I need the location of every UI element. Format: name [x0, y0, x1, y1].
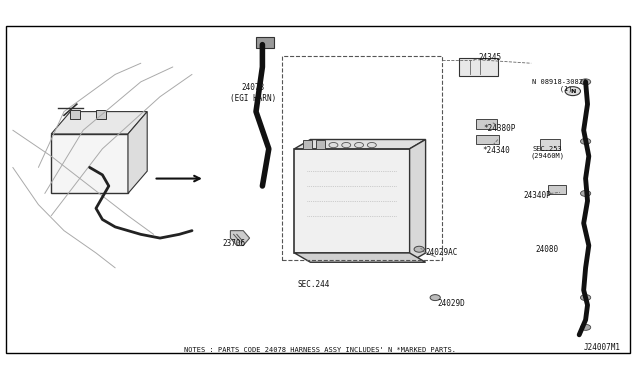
Circle shape	[329, 142, 338, 148]
FancyBboxPatch shape	[476, 119, 497, 129]
Bar	[96, 110, 106, 119]
FancyBboxPatch shape	[540, 139, 560, 150]
Text: 24078
(EGI HARN): 24078 (EGI HARN)	[230, 83, 276, 103]
FancyBboxPatch shape	[303, 140, 312, 149]
Polygon shape	[128, 112, 147, 193]
Polygon shape	[294, 253, 426, 262]
Polygon shape	[294, 140, 426, 149]
Circle shape	[580, 138, 591, 144]
Text: SEC.244: SEC.244	[298, 280, 330, 289]
Text: N 08918-3082A
   (1): N 08918-3082A (1)	[532, 79, 588, 92]
Text: SEC.253
(29460M): SEC.253 (29460M)	[530, 146, 564, 159]
Text: N: N	[570, 89, 575, 94]
Circle shape	[580, 295, 591, 301]
FancyBboxPatch shape	[256, 37, 274, 48]
Circle shape	[580, 79, 591, 85]
FancyBboxPatch shape	[548, 185, 566, 194]
Text: 24345: 24345	[478, 53, 501, 62]
Text: 24029D: 24029D	[437, 299, 465, 308]
FancyBboxPatch shape	[459, 58, 498, 76]
FancyBboxPatch shape	[294, 149, 410, 253]
Bar	[6, 26, 630, 353]
Polygon shape	[51, 112, 147, 134]
Circle shape	[580, 190, 591, 196]
Text: 24340P: 24340P	[524, 191, 552, 200]
Text: 24080: 24080	[536, 245, 559, 254]
Text: *24340: *24340	[482, 146, 510, 155]
Circle shape	[355, 142, 364, 148]
FancyBboxPatch shape	[316, 140, 325, 149]
Circle shape	[367, 142, 376, 148]
Text: J24007M1: J24007M1	[584, 343, 621, 352]
Text: 23706: 23706	[222, 239, 245, 248]
Circle shape	[414, 246, 424, 252]
Circle shape	[580, 324, 591, 330]
Circle shape	[342, 142, 351, 148]
FancyBboxPatch shape	[476, 135, 499, 144]
FancyBboxPatch shape	[51, 134, 128, 193]
Polygon shape	[230, 231, 250, 246]
Bar	[70, 110, 80, 119]
Text: NOTES : PARTS CODE 24078 HARNESS ASSY INCLUDES' N *MARKED PARTS.: NOTES : PARTS CODE 24078 HARNESS ASSY IN…	[184, 347, 456, 353]
Circle shape	[565, 87, 580, 96]
Polygon shape	[410, 140, 426, 262]
Circle shape	[430, 295, 440, 301]
Text: 24029AC: 24029AC	[426, 248, 458, 257]
Text: *24380P: *24380P	[483, 124, 515, 133]
